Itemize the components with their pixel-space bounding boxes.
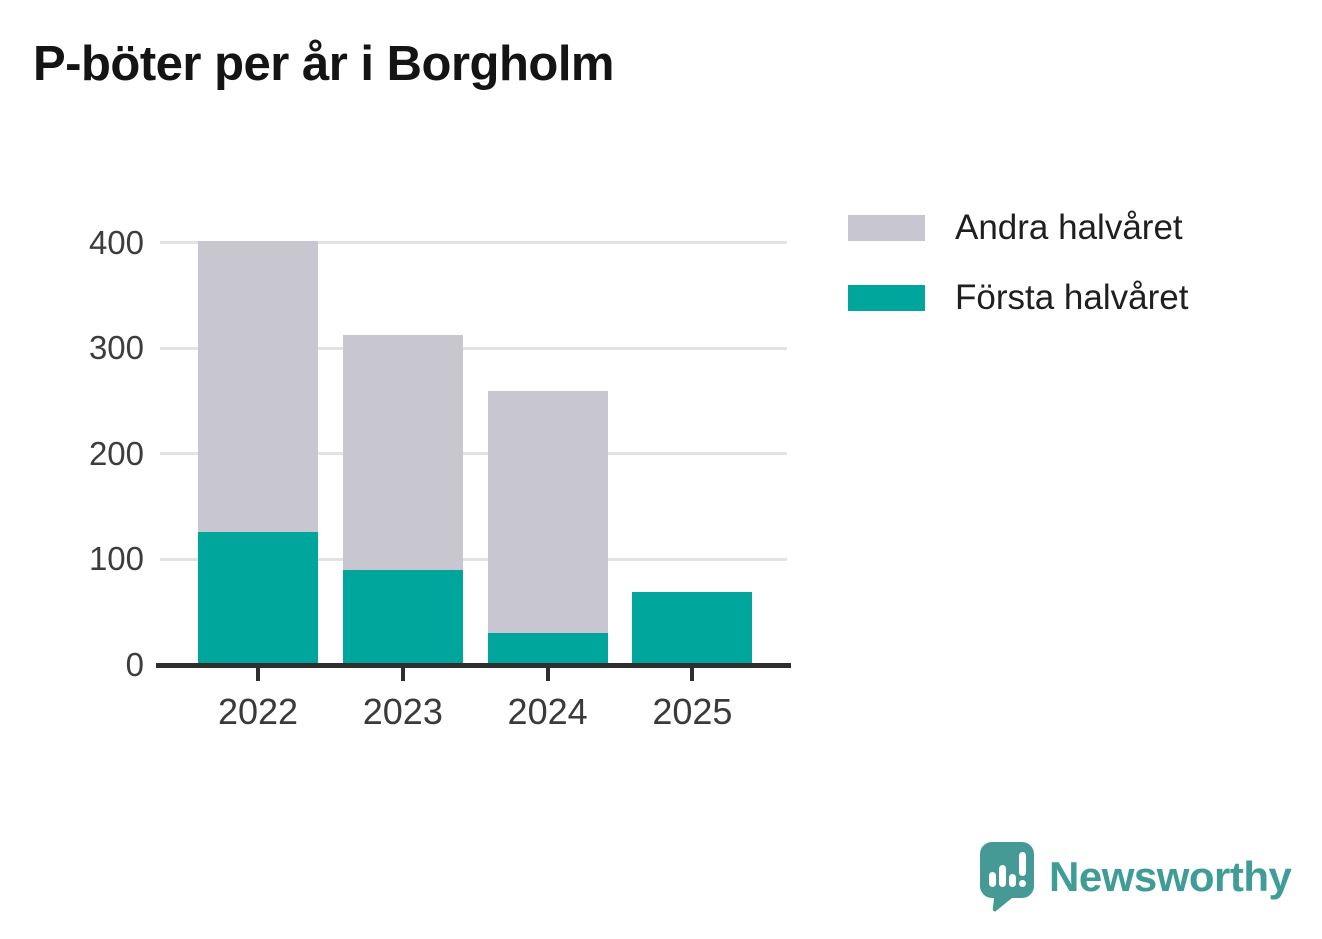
x-tick-2022 — [256, 668, 260, 681]
legend-label-andra: Andra halvåret — [955, 208, 1183, 247]
logo-bar-1 — [989, 872, 996, 887]
legend-swatch-forsta — [848, 285, 925, 311]
gridline-200 — [160, 452, 787, 456]
bar-segment-2022-Första halvåret — [198, 531, 318, 665]
plot-area: 0 100 200 300 400 2022 2023 2024 2025 — [89, 226, 791, 732]
branding: Newsworthy — [980, 842, 1292, 912]
logo-exclamation-bar — [1019, 852, 1026, 876]
logo-exclamation-dot — [1019, 880, 1026, 887]
gridline-400 — [160, 241, 787, 245]
legend-item-andra: Andra halvåret — [848, 208, 1188, 248]
legend-item-forsta: Första halvåret — [848, 278, 1188, 318]
x-tick-label-2024: 2024 — [507, 691, 588, 732]
x-tick-label-2023: 2023 — [362, 691, 443, 732]
bar-segment-2023-Första halvåret — [342, 569, 463, 665]
branding-logo-text: Newsworthy — [1049, 853, 1292, 900]
x-tick-label-2022: 2022 — [217, 691, 299, 732]
bar-segment-2024-Första halvåret — [487, 633, 608, 665]
gridline-100 — [160, 557, 787, 561]
newsworthy-logo-icon — [980, 842, 1034, 912]
chart-title: P-böter per år i Borgholm — [33, 37, 615, 91]
y-tick-label-0: 0 — [125, 646, 144, 683]
legend-label-forsta: Första halvåret — [955, 278, 1189, 317]
legend: Andra halvåret Första halvåret — [848, 208, 1188, 318]
bar-segment-2023-Andra halvåret — [342, 334, 463, 570]
legend-swatch-andra — [848, 215, 925, 241]
x-tick-label-2025: 2025 — [652, 691, 733, 732]
y-tick-label-300: 300 — [88, 329, 144, 367]
y-tick-label-100: 100 — [88, 540, 144, 578]
logo-bar-3 — [1009, 874, 1016, 887]
gridline-300 — [160, 346, 787, 350]
bar-segment-2025-Första halvåret — [632, 592, 753, 665]
bar-segment-2022-Andra halvåret — [198, 240, 318, 532]
x-axis-line — [156, 663, 791, 668]
bar-segment-2024-Andra halvåret — [487, 390, 608, 634]
logo-bar-2 — [999, 865, 1006, 887]
x-tick-2025 — [690, 668, 695, 681]
y-tick-label-200: 200 — [88, 434, 144, 472]
y-tick-label-400: 400 — [88, 223, 144, 261]
logo-bubble-shape — [980, 842, 1034, 912]
x-tick-2023 — [400, 668, 405, 681]
x-tick-2024 — [545, 668, 550, 681]
